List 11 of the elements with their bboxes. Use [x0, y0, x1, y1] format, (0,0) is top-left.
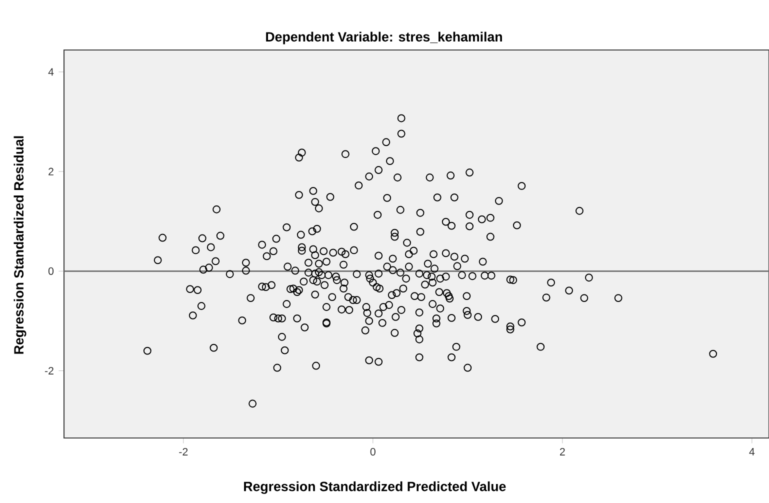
x-tick-label: -2: [179, 448, 188, 456]
x-tick-label: 4: [749, 448, 755, 456]
chart-title: Dependent Variable: stres_kehamilan: [266, 32, 502, 44]
x-tick-label: 0: [370, 448, 376, 456]
y-tick-label: 2: [48, 168, 54, 176]
y-tick-label: 4: [48, 68, 54, 76]
y-tick-label: -2: [44, 367, 54, 374]
x-axis-title: Regression Standardized Predicted Value: [244, 481, 506, 494]
y-axis-title: Regression Standardized Residual: [14, 136, 26, 354]
y-tick-label: 0: [48, 267, 54, 275]
x-tick-label: 2: [560, 448, 565, 456]
